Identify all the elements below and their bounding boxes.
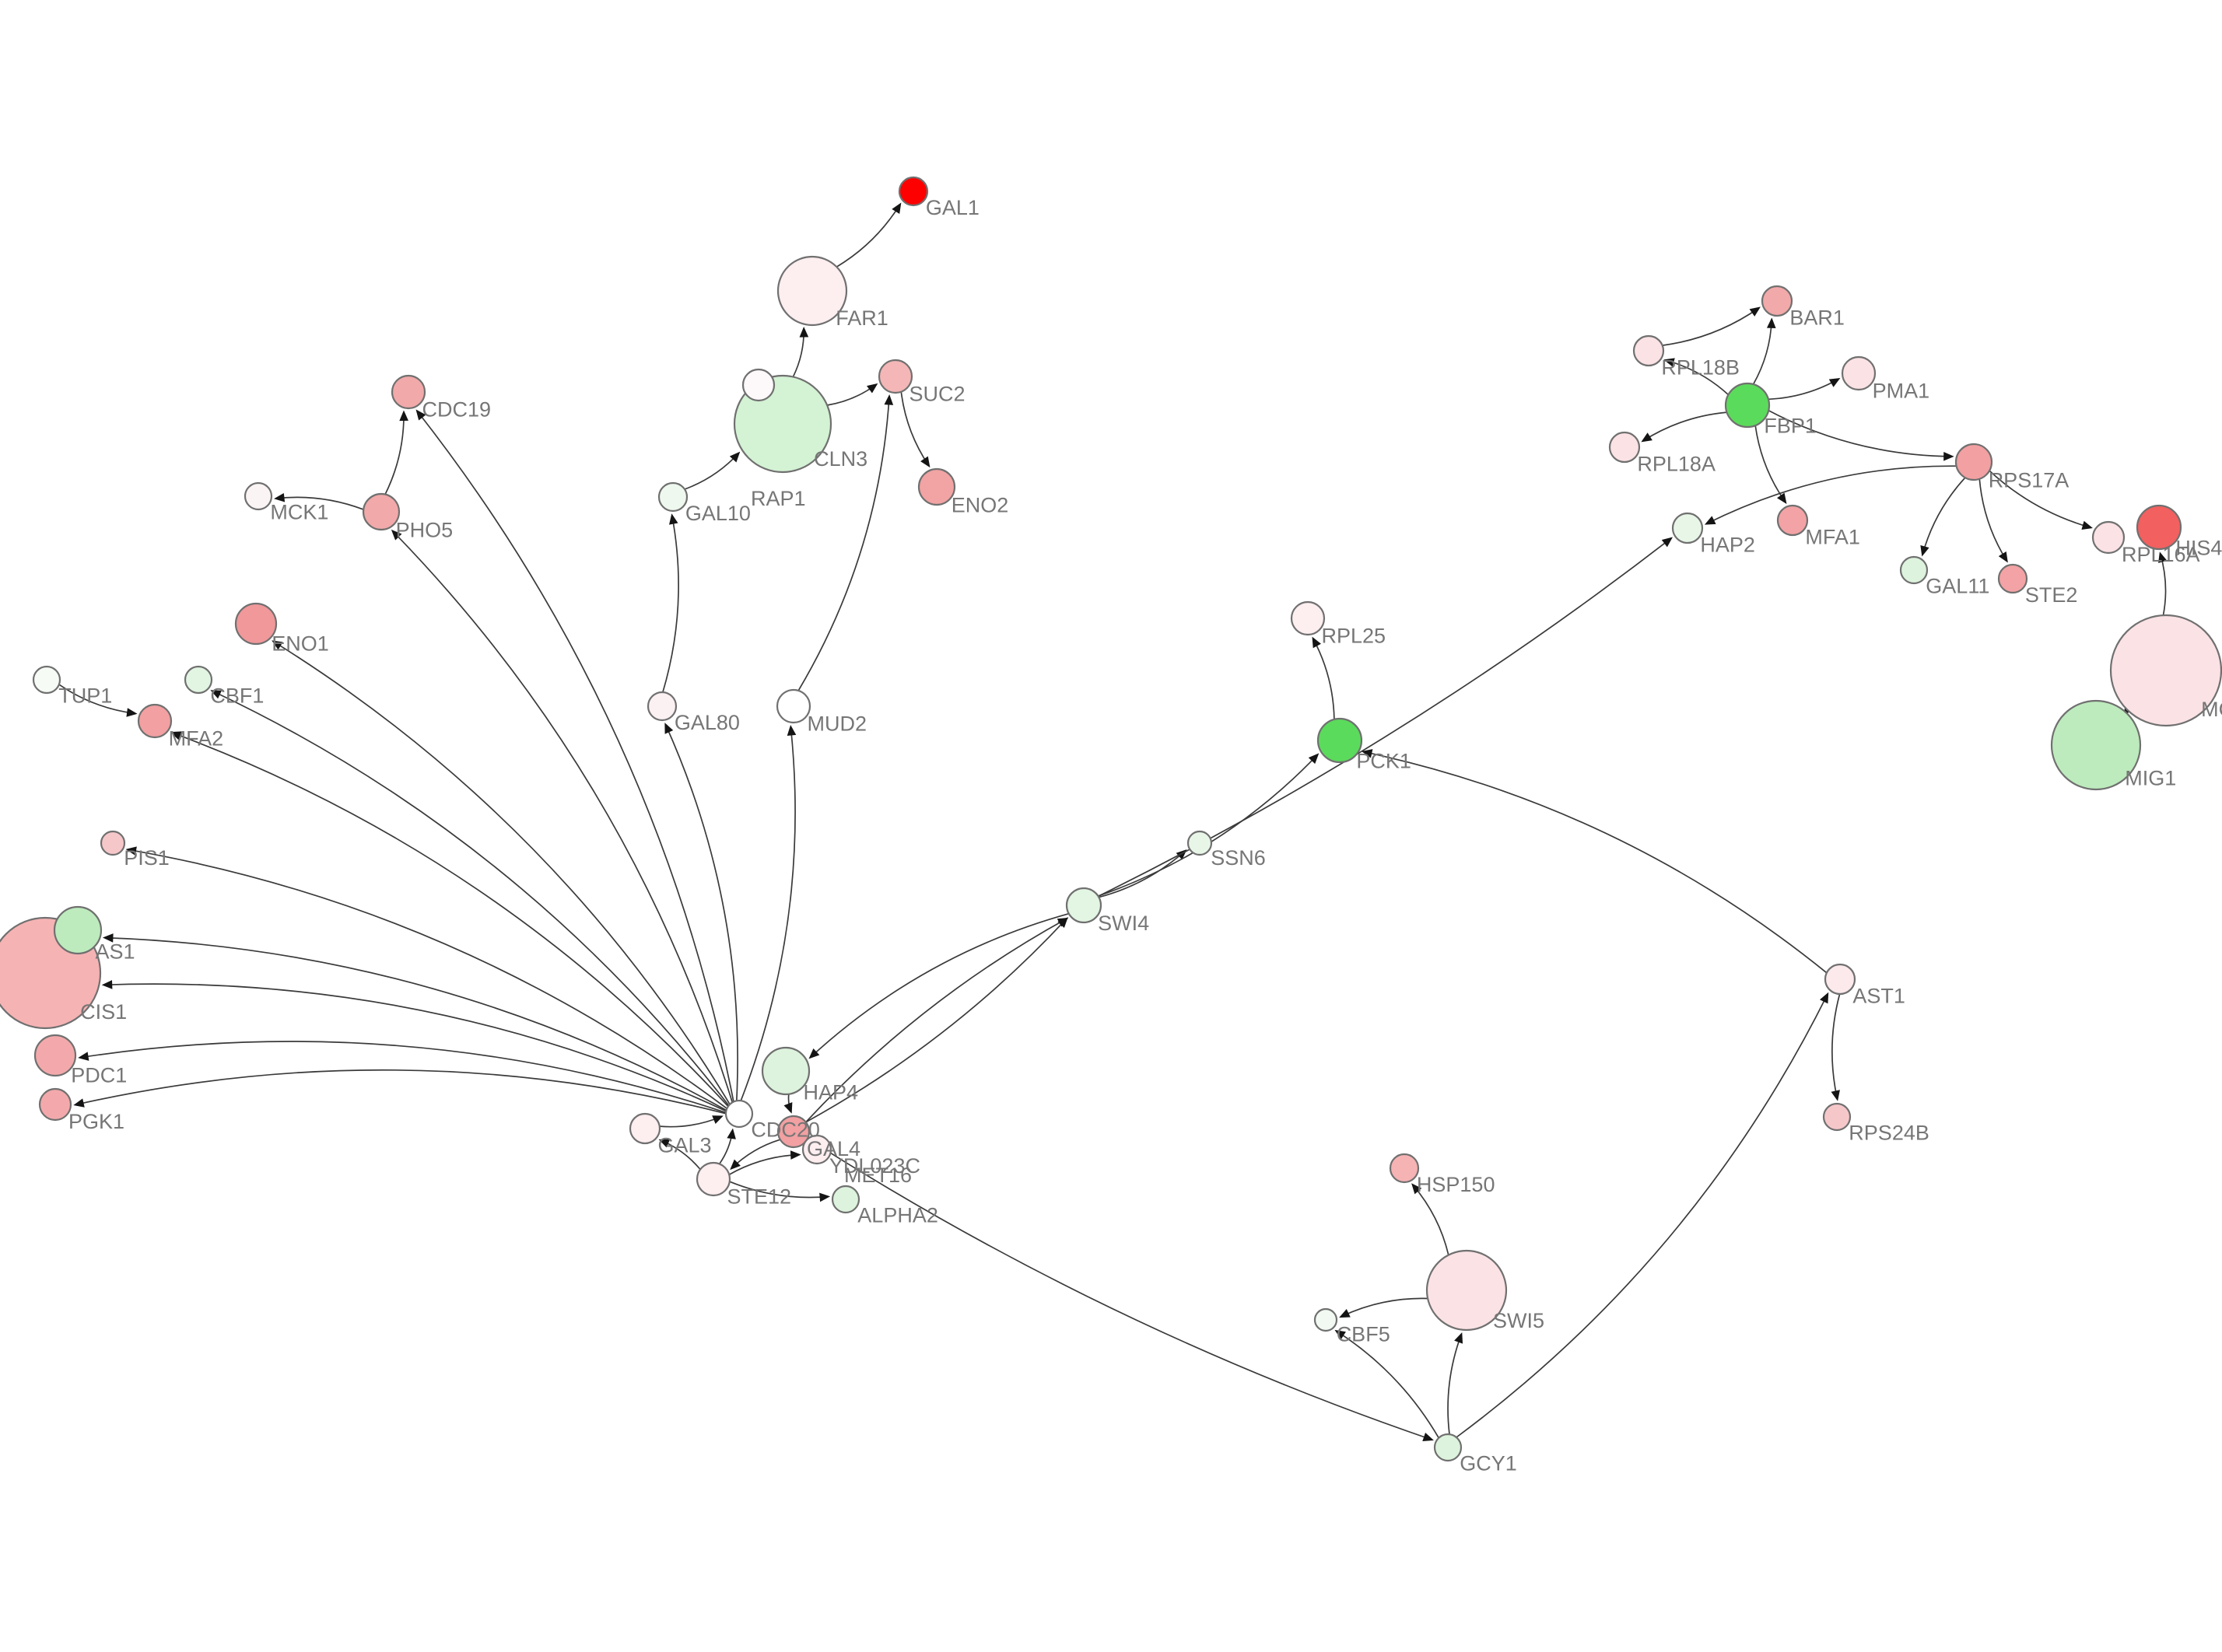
svg-text:CIS1: CIS1 — [80, 1000, 127, 1024]
svg-text:FAR1: FAR1 — [836, 306, 888, 330]
svg-text:MFA1: MFA1 — [1805, 526, 1860, 549]
svg-text:BAR1: BAR1 — [1789, 306, 1845, 329]
svg-text:STE12: STE12 — [727, 1185, 792, 1209]
svg-text:CLN3: CLN3 — [814, 447, 867, 471]
svg-text:PHO5: PHO5 — [396, 519, 454, 542]
svg-text:GAL10: GAL10 — [685, 502, 751, 525]
svg-text:SUC2: SUC2 — [909, 383, 966, 406]
svg-text:HIS4: HIS4 — [2175, 536, 2222, 559]
svg-text:AS1: AS1 — [96, 940, 135, 964]
svg-text:ALPHA2: ALPHA2 — [857, 1203, 938, 1227]
svg-text:HAP2: HAP2 — [1700, 534, 1755, 557]
svg-text:FBP1: FBP1 — [1764, 414, 1817, 437]
svg-text:GAL11: GAL11 — [1926, 574, 1989, 597]
svg-text:TUP1: TUP1 — [58, 684, 112, 707]
svg-text:CDC19: CDC19 — [422, 398, 492, 422]
svg-text:MCK1: MCK1 — [270, 500, 328, 523]
svg-text:GCY1: GCY1 — [1460, 1451, 1517, 1475]
svg-text:RPL18B: RPL18B — [1661, 355, 1740, 379]
svg-text:RAP1: RAP1 — [751, 487, 806, 510]
svg-text:CBF5: CBF5 — [1337, 1323, 1390, 1346]
svg-text:CBF1: CBF1 — [210, 684, 264, 707]
svg-text:SWI4: SWI4 — [1098, 912, 1149, 935]
svg-text:RPL25: RPL25 — [1322, 625, 1386, 648]
svg-text:MUD2: MUD2 — [808, 712, 867, 736]
svg-text:HAP4: HAP4 — [804, 1081, 859, 1104]
svg-text:GAL80: GAL80 — [675, 711, 740, 734]
svg-text:MET16: MET16 — [844, 1164, 912, 1187]
svg-text:PCK1: PCK1 — [1356, 749, 1411, 772]
svg-text:MCM1: MCM1 — [2201, 698, 2222, 721]
svg-text:GAL1: GAL1 — [926, 196, 980, 219]
svg-text:RPL18A: RPL18A — [1637, 453, 1716, 476]
svg-text:ENO2: ENO2 — [952, 494, 1009, 517]
svg-text:PIS1: PIS1 — [124, 846, 170, 870]
svg-text:RPS17A: RPS17A — [1989, 469, 2070, 492]
svg-text:GAL3: GAL3 — [658, 1134, 712, 1157]
svg-text:ENO1: ENO1 — [272, 632, 329, 655]
svg-text:SSN6: SSN6 — [1211, 846, 1266, 870]
svg-text:MIG1: MIG1 — [2125, 766, 2176, 789]
svg-text:PGK1: PGK1 — [68, 1110, 124, 1133]
svg-text:HSP150: HSP150 — [1417, 1173, 1495, 1196]
svg-text:AST1: AST1 — [1852, 985, 1905, 1008]
svg-text:SWI5: SWI5 — [1493, 1309, 1544, 1332]
svg-text:PDC1: PDC1 — [71, 1063, 127, 1087]
svg-text:STE2: STE2 — [2025, 583, 2078, 607]
svg-text:RPS24B: RPS24B — [1849, 1121, 1929, 1144]
svg-text:MFA2: MFA2 — [169, 727, 224, 751]
svg-text:PMA1: PMA1 — [1873, 380, 1930, 403]
